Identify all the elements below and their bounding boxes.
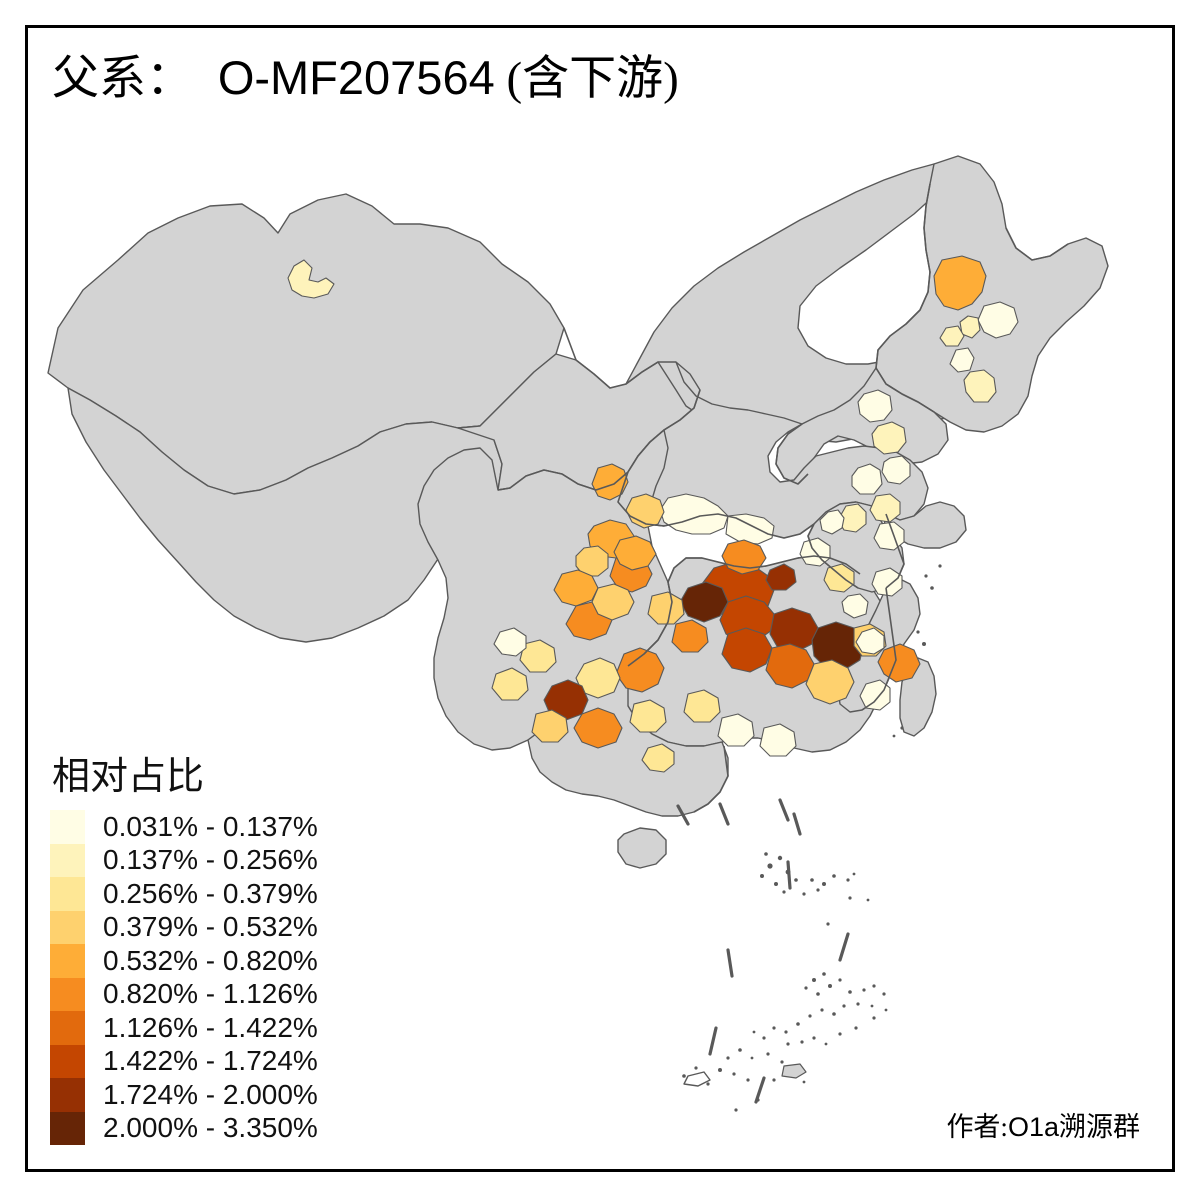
prefecture-guangxi-east[interactable] (683, 689, 721, 723)
prefecture-hunan-west[interactable] (671, 619, 709, 653)
prefecture-yunnan-east[interactable] (531, 709, 569, 743)
prefecture-jilin-central[interactable] (939, 325, 965, 347)
prefecture-sichuan-se[interactable] (553, 569, 599, 607)
prefecture-zhejiang-south[interactable] (855, 627, 885, 655)
prefecture-shandong-north[interactable] (881, 455, 911, 485)
prefecture-fujian-north[interactable] (877, 643, 921, 683)
author-credit: 作者:O1a溯源群 (946, 1105, 1140, 1144)
legend-label: 0.031% - 0.137% (103, 810, 318, 842)
prefecture-yunnan-west[interactable] (493, 627, 527, 657)
legend-item[interactable]: 0.532% - 0.820% (50, 944, 318, 978)
prefecture-henan-central[interactable] (725, 513, 775, 545)
legend-label: 2.000% - 3.350% (103, 1112, 318, 1144)
legend-swatch (50, 1011, 85, 1045)
legend: 相对占比 0.031% - 0.137% 0.137% - 0.256% 0.2… (50, 745, 318, 1145)
legend-swatch (50, 910, 85, 944)
legend-item[interactable]: 1.422% - 1.724% (50, 1044, 318, 1078)
prefecture-liaoning-east[interactable] (963, 369, 997, 403)
south-china-sea-islands (682, 852, 888, 1112)
prefecture-shandong-west[interactable] (851, 463, 883, 495)
prefecture-yunnan-central[interactable] (519, 639, 557, 673)
legend-swatch (50, 944, 85, 978)
province-boundaries (497, 183, 1069, 813)
prefecture-guangxi-central[interactable] (629, 699, 667, 733)
title-suffix: (含下游) (506, 53, 679, 105)
china-choropleth-map[interactable] (28, 28, 1172, 1169)
legend-label: 1.724% - 2.000% (103, 1078, 318, 1110)
prefecture-zhejiang-north[interactable] (871, 567, 903, 597)
legend-label: 0.379% - 0.532% (103, 911, 318, 943)
legend-item[interactable]: 0.379% - 0.532% (50, 910, 318, 944)
legend-label: 0.532% - 0.820% (103, 944, 318, 976)
prefecture-zhejiang-central[interactable] (841, 593, 869, 619)
legend-title: 相对占比 (52, 756, 205, 798)
prefecture-shaanxi-north[interactable] (591, 463, 629, 501)
legend-item[interactable]: 0.820% - 1.126% (50, 977, 318, 1011)
legend-label: 0.256% - 0.379% (103, 877, 318, 909)
prefecture-guangdong-north[interactable] (717, 713, 755, 747)
prefecture-xinjiang-north[interactable] (287, 259, 335, 299)
legend-rows: 0.031% - 0.137% 0.137% - 0.256% 0.256% -… (50, 810, 318, 1145)
prefecture-guizhou-central[interactable] (575, 657, 621, 699)
legend-item[interactable]: 0.256% - 0.379% (50, 877, 318, 911)
legend-item[interactable]: 2.000% - 3.350% (50, 1111, 318, 1145)
prefecture-henan-east[interactable] (819, 509, 845, 535)
legend-swatch (50, 810, 85, 844)
legend-item[interactable]: 1.126% - 1.422% (50, 1011, 318, 1045)
prefecture-guangxi-north[interactable] (573, 707, 623, 749)
prefecture-hubei-west[interactable] (613, 535, 657, 571)
prefecture-hunan-south[interactable] (721, 627, 773, 673)
prefecture-hubei-east-dark[interactable] (765, 563, 797, 591)
prefecture-shandong-central[interactable] (869, 493, 901, 523)
coastal-islets (892, 564, 942, 738)
prefecture-henan-west[interactable] (659, 493, 729, 535)
prefecture-fujian-south[interactable] (859, 679, 891, 711)
prefecture-liaoning-north[interactable] (949, 347, 975, 373)
legend-label: 1.422% - 1.724% (103, 1045, 318, 1077)
map-colored-prefectures[interactable] (287, 255, 1019, 773)
prefecture-heilongjiang[interactable] (933, 255, 987, 311)
legend-label: 0.820% - 1.126% (103, 978, 318, 1010)
prefecture-jiangsu-north[interactable] (873, 521, 905, 551)
prefecture-chongqing-s[interactable] (591, 583, 635, 621)
nine-dash-line (676, 798, 850, 1104)
legend-item[interactable]: 0.031% - 0.137% (50, 810, 318, 844)
legend-swatch (50, 877, 85, 911)
legend-label: 0.137% - 0.256% (103, 844, 318, 876)
region-liaoning[interactable] (775, 367, 949, 485)
map-svg[interactable] (28, 28, 1172, 1169)
region-hainan[interactable] (617, 827, 667, 869)
page-title: 父系： O-MF207564 (含下游) (52, 52, 679, 106)
legend-swatch (50, 843, 85, 877)
legend-item[interactable]: 0.137% - 0.256% (50, 843, 318, 877)
prefecture-hebei-north[interactable] (857, 389, 893, 423)
legend-swatch (50, 977, 85, 1011)
credit-name: O1a溯源群 (1007, 1112, 1140, 1142)
prefecture-hebei-east[interactable] (871, 421, 907, 455)
prefecture-sichuan-ne[interactable] (575, 545, 609, 577)
legend-swatch (50, 1078, 85, 1112)
prefecture-jiangxi-west-dark[interactable] (811, 621, 865, 671)
title-prefix: 父系： (52, 53, 193, 105)
prefecture-anhui-south[interactable] (823, 563, 855, 593)
prefecture-jilin-west[interactable] (959, 315, 981, 339)
legend-item[interactable]: 1.724% - 2.000% (50, 1078, 318, 1112)
prefecture-jilin-east[interactable] (977, 301, 1019, 339)
prefecture-guangdong-central[interactable] (759, 723, 797, 757)
prefecture-guangxi-south[interactable] (641, 743, 675, 773)
legend-swatch (50, 1044, 85, 1078)
legend-swatch (50, 1111, 85, 1145)
prefecture-jiangxi-south[interactable] (805, 659, 855, 705)
title-haplogroup: O-MF207564 (217, 51, 495, 104)
legend-label: 1.126% - 1.422% (103, 1011, 318, 1043)
credit-prefix: 作者: (946, 1112, 1008, 1142)
prefecture-yunnan-north[interactable] (491, 667, 529, 701)
